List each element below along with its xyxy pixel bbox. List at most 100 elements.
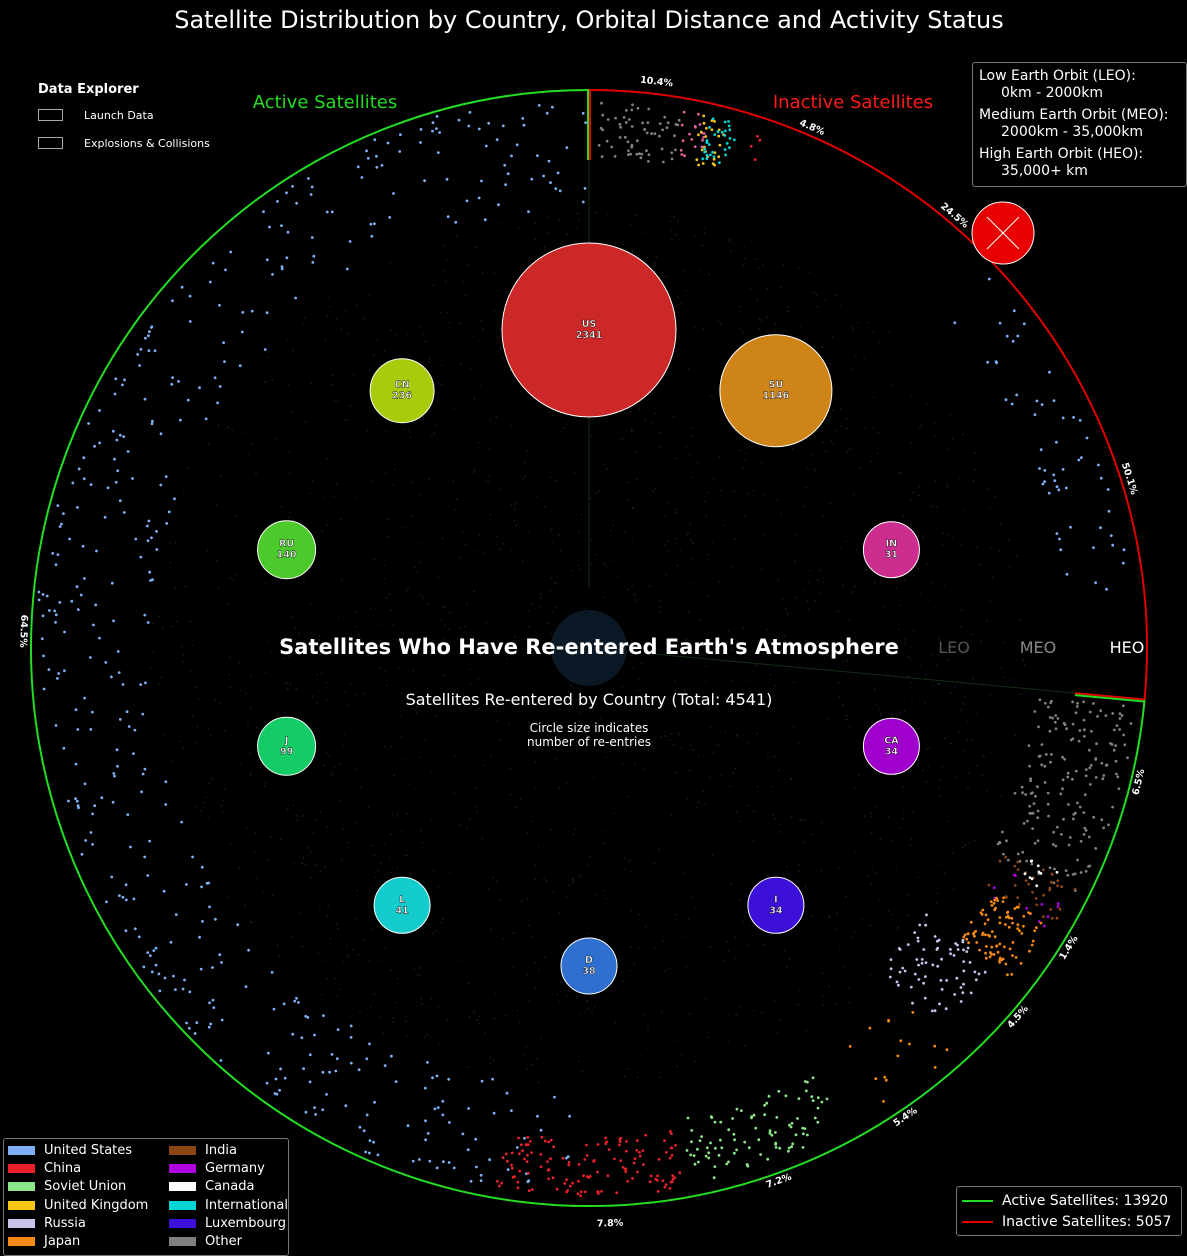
other-dot: [1084, 869, 1088, 873]
reentry-dot: [571, 706, 574, 709]
russia-dot: [924, 923, 927, 927]
reentry-dot: [389, 745, 392, 748]
reentry-dot: [255, 472, 257, 475]
faint-radial: [648, 653, 1075, 694]
reentry-dot: [239, 762, 242, 765]
reentry-dot: [315, 863, 318, 866]
reentry-dot: [736, 810, 739, 813]
reentry-bubble-d[interactable]: D38: [560, 937, 618, 995]
reentry-dot: [417, 542, 420, 545]
japan-dot: [989, 900, 993, 904]
reentry-dot: [910, 681, 913, 684]
reentry-circle[interactable]: [257, 520, 317, 580]
reentry-dot: [412, 669, 415, 672]
reentry-dot: [389, 833, 392, 836]
india-dot: [1027, 882, 1031, 886]
reentry-dot: [301, 945, 304, 948]
reentry-dot: [574, 471, 576, 474]
japan-dot: [1028, 912, 1032, 915]
reentry-dot: [200, 810, 203, 812]
reentry-dot: [332, 495, 335, 498]
reentry-bubble-l[interactable]: L41: [373, 876, 431, 934]
united-states-dot: [170, 382, 174, 386]
united-states-dot: [164, 803, 168, 806]
reentry-dot: [742, 331, 745, 334]
united-states-dot: [330, 1053, 334, 1056]
reentry-circle[interactable]: [373, 876, 431, 934]
china-dot: [665, 1151, 668, 1154]
reentry-dot: [490, 928, 492, 931]
reentry-count: 2341: [576, 330, 602, 341]
other-dot: [1101, 777, 1105, 781]
reentry-dot: [761, 568, 763, 571]
reentry-dot: [441, 383, 443, 386]
legend-swatch: [169, 1163, 197, 1173]
reentry-dot: [342, 744, 345, 747]
explosions-checkbox[interactable]: [38, 137, 63, 149]
soviet-union-dot: [709, 1115, 713, 1118]
reentry-bubble-i[interactable]: I34: [747, 876, 805, 934]
soviet-union-dot: [803, 1080, 807, 1083]
other-dot: [1088, 783, 1092, 786]
other-dot: [1028, 764, 1031, 768]
launch-data-checkbox[interactable]: [38, 109, 63, 121]
soviet-union-dot: [803, 1127, 807, 1130]
reentry-dot: [689, 744, 692, 747]
reentry-circle[interactable]: [501, 242, 677, 418]
explosion-icon[interactable]: [971, 201, 1035, 265]
reentry-dot: [902, 817, 905, 820]
reentry-dot: [577, 1060, 580, 1063]
soviet-union-dot: [754, 1126, 758, 1130]
reentry-circle[interactable]: [862, 521, 920, 579]
soviet-union-dot: [732, 1132, 736, 1136]
united-states-dot: [220, 961, 223, 964]
reentry-dot: [718, 456, 720, 458]
united-states-dot: [141, 712, 145, 716]
reentry-circle[interactable]: [257, 716, 317, 776]
reentry-dot: [973, 451, 976, 454]
united-states-dot: [480, 179, 483, 183]
reentry-dot: [820, 869, 823, 872]
reentry-circle[interactable]: [560, 937, 618, 995]
reentry-dot: [184, 585, 187, 588]
united-states-dot: [424, 1119, 427, 1123]
united-states-dot: [147, 349, 151, 352]
united-states-dot: [1078, 419, 1082, 422]
other-dot: [635, 139, 639, 143]
reentry-dot: [849, 619, 851, 622]
reentry-circle[interactable]: [862, 717, 920, 775]
reentry-circle[interactable]: [719, 334, 833, 448]
reentry-circle[interactable]: [747, 876, 805, 934]
other-dot: [1046, 705, 1050, 709]
soviet-union-dot: [685, 1149, 689, 1152]
reentry-dot: [623, 437, 625, 439]
reentry-dot: [762, 264, 764, 266]
explorer-launch-data[interactable]: Launch Data: [38, 101, 210, 129]
reentry-dot: [684, 445, 687, 448]
united-states-dot: [479, 1179, 483, 1182]
reentry-dot: [902, 786, 904, 788]
reentry-dot: [448, 628, 450, 631]
legend-column-left: United States China Soviet Union United Kin…: [4, 1141, 163, 1251]
soviet-union-dot: [731, 1117, 734, 1120]
reentry-dot: [530, 603, 533, 605]
reentry-bubble-j[interactable]: J99: [257, 716, 317, 776]
united-states-dot: [70, 599, 74, 603]
japan-dot: [896, 1054, 900, 1058]
reentry-dot: [808, 271, 811, 273]
reentry-dot: [498, 487, 501, 490]
united-states-dot: [1061, 416, 1065, 420]
reentry-dot: [674, 772, 677, 774]
reentry-dot: [845, 427, 848, 430]
explorer-explosions[interactable]: Explosions & Collisions: [38, 129, 210, 157]
soviet-union-dot: [811, 1099, 815, 1102]
reentry-dot: [682, 872, 685, 875]
reentry-circle[interactable]: [369, 358, 435, 424]
legend-column-right: India Germany Canada International Luxembour…: [163, 1141, 288, 1251]
